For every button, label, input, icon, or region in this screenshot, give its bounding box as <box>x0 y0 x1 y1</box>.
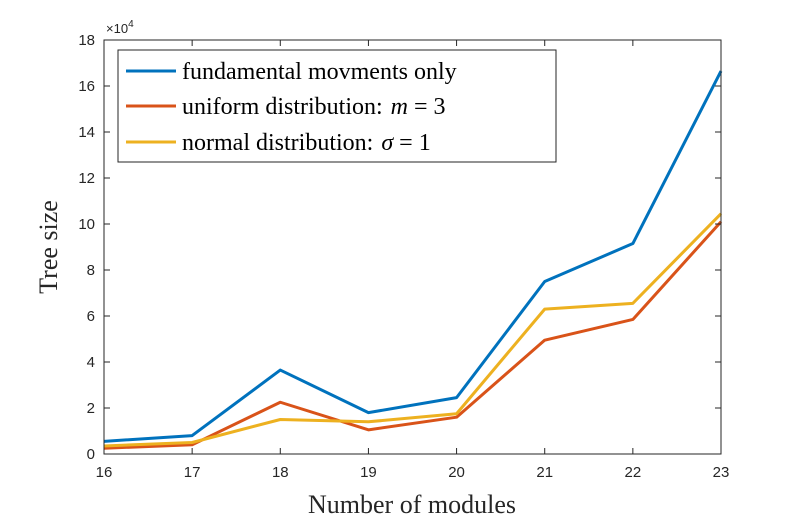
y-tick-label: 0 <box>87 446 95 463</box>
series-line-normal <box>103 212 723 448</box>
y-tick-label: 14 <box>78 124 95 141</box>
plot-border <box>103 39 722 455</box>
legend-label-normal: normal distribution: σ = 1 <box>182 130 431 156</box>
x-axis-title: Number of modules <box>308 490 516 519</box>
y-tick-label: 4 <box>87 354 95 371</box>
x-tick-label: 16 <box>96 464 113 481</box>
y-exponent-label: ×104 <box>106 19 134 36</box>
legend-label-uniform: uniform distribution: m = 3 <box>182 94 446 120</box>
x-tick-label: 18 <box>272 464 289 481</box>
y-tick-label: 2 <box>87 400 95 417</box>
x-tick-label: 23 <box>713 464 730 481</box>
x-tick-label: 21 <box>536 464 553 481</box>
y-tick-label: 18 <box>78 32 95 49</box>
x-tick-label: 19 <box>360 464 377 481</box>
legend: fundamental movments only uniform distri… <box>117 49 557 163</box>
series-lines <box>103 70 723 450</box>
y-tick-label: 16 <box>78 78 95 95</box>
x-tick-label: 20 <box>448 464 465 481</box>
y-axis-title: Tree size <box>34 200 63 294</box>
x-tick-label: 17 <box>184 464 201 481</box>
y-tick-label: 6 <box>87 308 95 325</box>
y-tick-label: 8 <box>87 262 95 279</box>
legend-label-fundamental: fundamental movments only <box>182 59 457 85</box>
legend-box <box>117 49 557 163</box>
y-tick-label: 12 <box>78 170 95 187</box>
x-tick-label: 22 <box>625 464 642 481</box>
y-tick-label: 10 <box>78 216 95 233</box>
series-line-fundamental <box>103 70 723 443</box>
axis-ticks: 16 17 18 19 20 21 22 23 0 2 4 6 8 10 12 14 16 18 <box>78 32 729 481</box>
